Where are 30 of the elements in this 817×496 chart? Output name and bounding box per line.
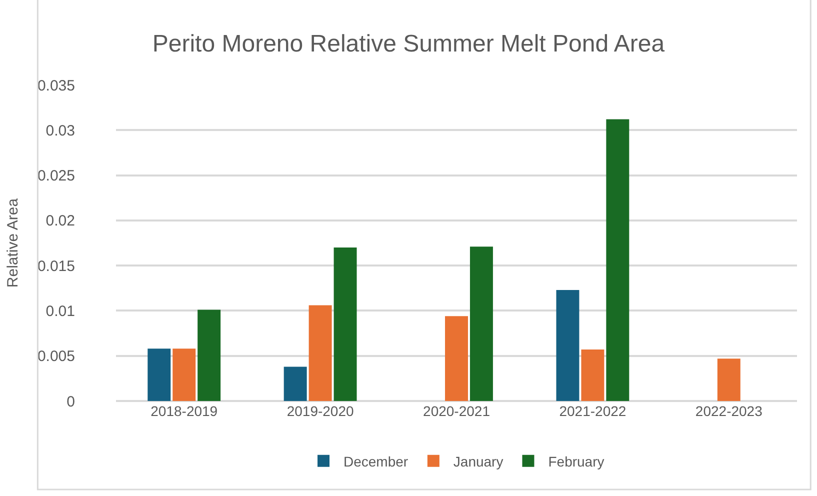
bar xyxy=(445,316,468,401)
y-tick-label: 0.03 xyxy=(46,122,75,140)
bar xyxy=(198,310,221,401)
bar xyxy=(717,358,740,401)
bar xyxy=(284,366,307,401)
x-tick-label: 2021-2022 xyxy=(559,403,626,419)
bar xyxy=(470,246,493,401)
y-tick-label: 0.01 xyxy=(46,302,75,320)
y-tick-label: 0.025 xyxy=(37,168,75,185)
bar xyxy=(581,350,604,401)
y-tick-label: 0.035 xyxy=(37,77,75,94)
y-tick-label: 0 xyxy=(66,393,75,410)
bar xyxy=(606,119,630,401)
x-tick-label: 2022-2023 xyxy=(695,403,763,419)
y-tick-label: 0.015 xyxy=(37,258,75,275)
y-tick-label: 0.005 xyxy=(37,348,75,366)
bar xyxy=(556,290,580,401)
y-tick-label: 0.02 xyxy=(46,212,75,230)
x-tick-label: 2019-2020 xyxy=(286,403,354,419)
bar xyxy=(334,248,357,401)
bar xyxy=(172,348,196,401)
legend-label: January xyxy=(453,453,504,470)
legend-label: December xyxy=(344,453,408,470)
legend-label: February xyxy=(548,453,604,470)
bar xyxy=(148,348,171,401)
y-axis-title: Relative Area xyxy=(4,198,22,288)
bar xyxy=(308,305,332,401)
x-tick-label: 2018-2019 xyxy=(150,403,218,419)
chart-title: Perito Moreno Relative Summer Melt Pond Area xyxy=(152,30,666,58)
x-tick-label: 2020-2021 xyxy=(423,403,490,419)
